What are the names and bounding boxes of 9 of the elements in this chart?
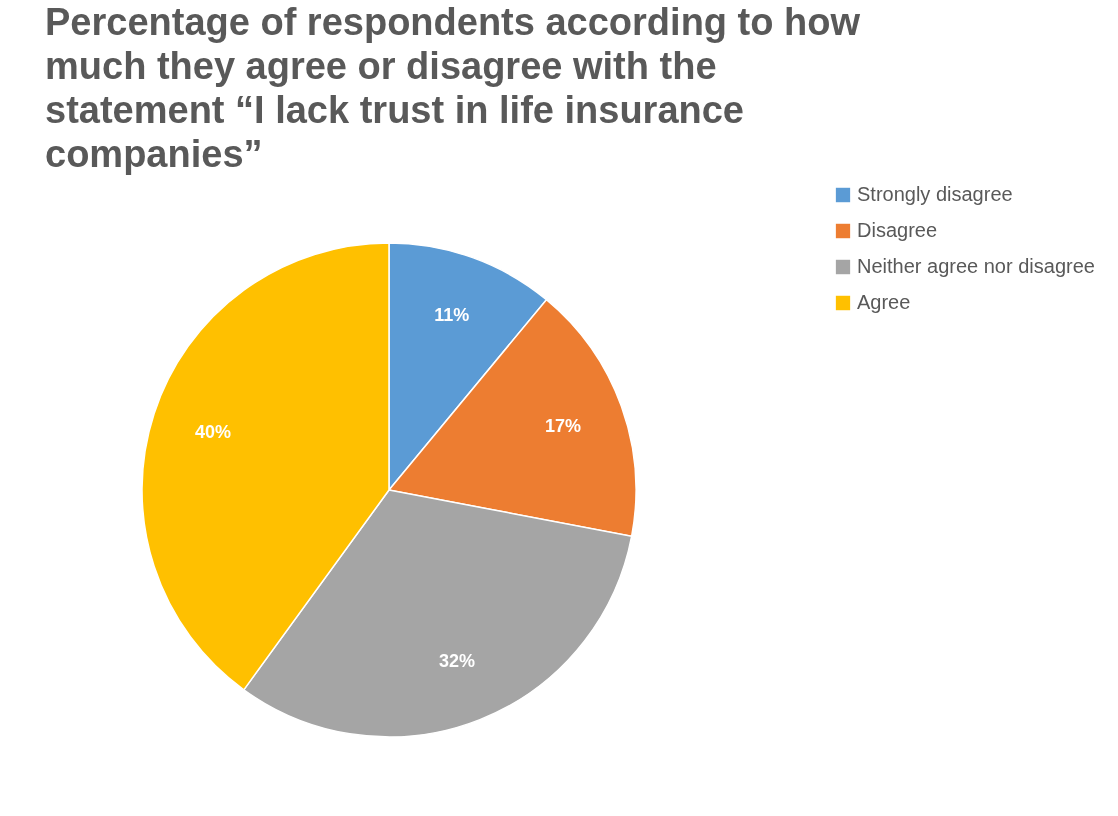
data-label: 32% bbox=[439, 651, 476, 672]
legend-label: Agree bbox=[857, 291, 911, 313]
data-label: 17% bbox=[545, 416, 582, 437]
legend-label: Strongly disagree bbox=[857, 183, 1013, 205]
data-label: 11% bbox=[434, 304, 470, 325]
legend-label: Neither agree nor disagree bbox=[857, 255, 1095, 277]
chart-title: Percentage of respondents according to how much they agree or disagree with the statement “I lack trust in life insurance companies” bbox=[45, 1, 861, 175]
data-label: 40% bbox=[195, 421, 232, 442]
legend-label: Disagree bbox=[857, 219, 938, 241]
